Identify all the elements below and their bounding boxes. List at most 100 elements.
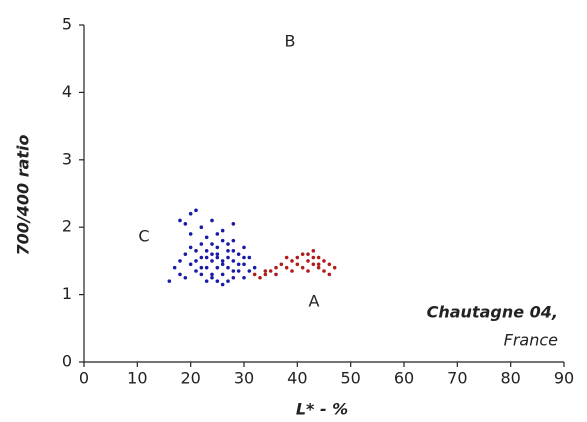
x-axis-label: L* - % xyxy=(296,400,348,419)
point xyxy=(199,265,204,270)
point xyxy=(215,232,220,236)
point xyxy=(188,232,193,236)
x-tick-label: 10 xyxy=(127,369,147,388)
point xyxy=(311,255,316,260)
annotation: B xyxy=(285,32,296,51)
point xyxy=(247,269,252,273)
point xyxy=(183,252,188,256)
point xyxy=(215,255,220,260)
point xyxy=(199,225,204,229)
point xyxy=(236,269,241,273)
point xyxy=(279,262,284,267)
point xyxy=(236,262,241,267)
point xyxy=(231,269,236,273)
point xyxy=(226,248,230,253)
point xyxy=(327,262,332,267)
annotation: France xyxy=(504,331,559,350)
point xyxy=(188,211,193,216)
point xyxy=(284,255,289,260)
point xyxy=(311,262,316,267)
point xyxy=(316,255,321,260)
point xyxy=(194,269,198,273)
y-axis-label: 700/400 ratio xyxy=(14,134,33,255)
y-tick-label: 1 xyxy=(62,284,72,303)
point xyxy=(183,222,188,226)
y-tick-label: 4 xyxy=(62,82,72,101)
annotation: C xyxy=(138,227,149,246)
point xyxy=(204,279,209,283)
annotation: Chautagne 04, xyxy=(427,303,558,322)
point xyxy=(316,265,321,270)
point xyxy=(204,248,209,253)
point xyxy=(231,248,236,253)
point xyxy=(178,218,182,223)
point xyxy=(210,218,214,223)
point xyxy=(327,272,332,277)
point xyxy=(188,262,193,267)
point xyxy=(178,259,182,263)
point xyxy=(167,279,172,283)
point xyxy=(274,265,278,270)
point xyxy=(258,275,262,280)
point xyxy=(316,262,321,267)
point xyxy=(247,255,252,260)
point xyxy=(306,269,310,273)
y-tick-label: 2 xyxy=(62,217,72,236)
point xyxy=(226,242,230,246)
point xyxy=(311,248,316,253)
point xyxy=(172,265,177,270)
y-tick-label: 5 xyxy=(62,15,72,34)
point xyxy=(231,222,236,226)
point xyxy=(226,265,230,270)
point xyxy=(290,259,294,263)
x-tick-label: 40 xyxy=(287,369,307,388)
point xyxy=(263,269,268,273)
point xyxy=(220,272,225,277)
point xyxy=(204,235,209,240)
point xyxy=(242,275,246,280)
x-tick-label: 70 xyxy=(447,369,467,388)
point xyxy=(210,242,214,246)
point xyxy=(199,255,204,260)
point xyxy=(210,252,214,256)
point xyxy=(268,269,273,273)
point xyxy=(178,272,182,277)
point xyxy=(210,272,214,277)
point xyxy=(300,252,305,256)
point xyxy=(220,228,225,233)
point xyxy=(295,262,300,267)
point xyxy=(215,245,220,250)
point xyxy=(231,275,236,280)
point xyxy=(252,272,257,277)
point xyxy=(322,259,326,263)
point xyxy=(322,269,326,273)
point xyxy=(263,272,268,277)
point xyxy=(204,255,209,260)
x-tick-label: 20 xyxy=(180,369,200,388)
point xyxy=(231,259,236,263)
point xyxy=(290,269,294,273)
point xyxy=(194,208,198,213)
x-tick-label: 80 xyxy=(500,369,520,388)
x-tick-label: 30 xyxy=(234,369,254,388)
point xyxy=(231,238,236,243)
point xyxy=(332,265,337,270)
point xyxy=(306,252,310,256)
x-tick-label: 50 xyxy=(340,369,360,388)
point xyxy=(284,265,289,270)
y-tick-label: 0 xyxy=(62,352,72,371)
point xyxy=(252,265,257,270)
point xyxy=(204,265,209,270)
point xyxy=(220,238,225,243)
point xyxy=(220,282,225,287)
point xyxy=(242,245,246,250)
annotation: A xyxy=(309,292,320,311)
point xyxy=(220,259,225,263)
point xyxy=(194,259,198,263)
point xyxy=(300,265,305,270)
point xyxy=(183,275,188,280)
point xyxy=(215,265,220,270)
point xyxy=(210,259,214,263)
point xyxy=(199,272,204,277)
